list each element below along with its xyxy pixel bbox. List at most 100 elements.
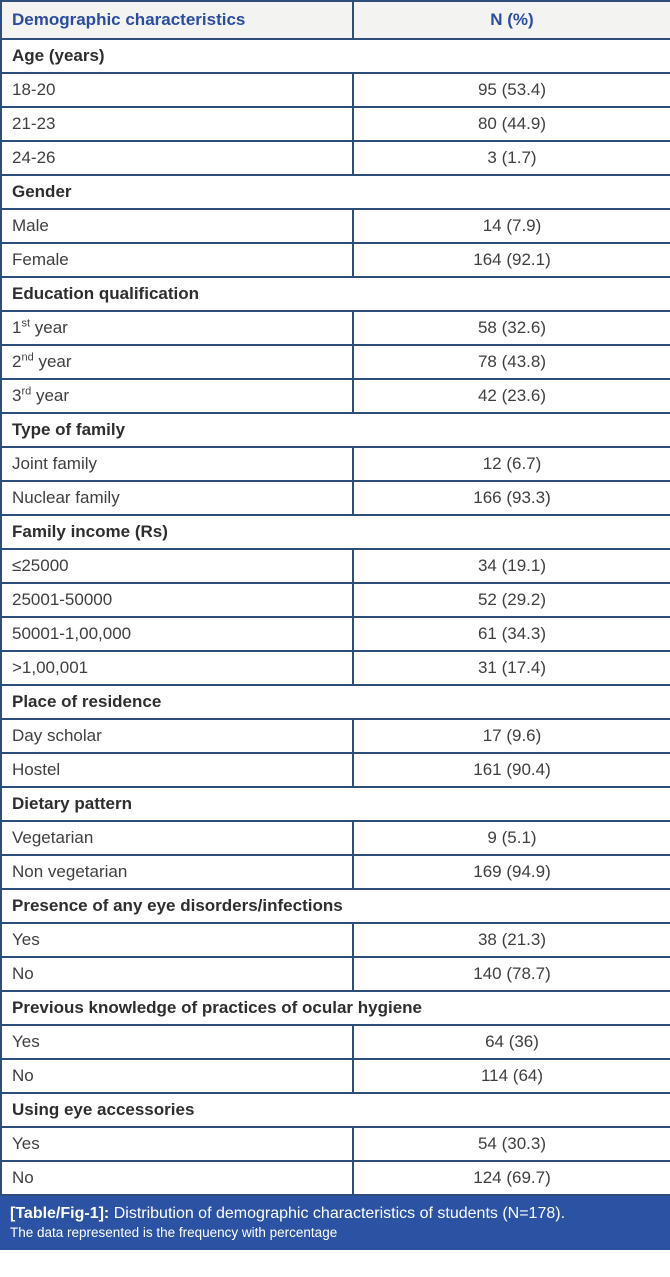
section-header-dietary-pattern: Dietary pattern bbox=[0, 786, 670, 822]
row-label-rest: year bbox=[30, 318, 68, 337]
table-row: 18-20 95 (53.4) bbox=[0, 72, 670, 108]
table-row: >1,00,001 31 (17.4) bbox=[0, 650, 670, 686]
row-label: ≤25000 bbox=[0, 548, 354, 584]
ordinal-suffix: st bbox=[21, 317, 31, 330]
section-header-eye-accessories: Using eye accessories bbox=[0, 1092, 670, 1128]
section-title: Education qualification bbox=[0, 276, 670, 312]
section-header-education: Education qualification bbox=[0, 276, 670, 312]
row-label: No bbox=[0, 956, 354, 992]
row-value: 14 (7.9) bbox=[352, 208, 670, 244]
row-label: 2nd year bbox=[0, 344, 354, 380]
row-value: 54 (30.3) bbox=[352, 1126, 670, 1162]
row-label: 24-26 bbox=[0, 140, 354, 176]
row-label: 18-20 bbox=[0, 72, 354, 108]
row-value: 42 (23.6) bbox=[352, 378, 670, 414]
table-row: No 124 (69.7) bbox=[0, 1160, 670, 1196]
section-header-family-income: Family income (Rs) bbox=[0, 514, 670, 550]
row-value: 17 (9.6) bbox=[352, 718, 670, 754]
section-header-eye-disorders: Presence of any eye disorders/infections bbox=[0, 888, 670, 924]
caption-title-line: [Table/Fig-1]: Distribution of demograph… bbox=[10, 1203, 660, 1224]
caption-tag: [Table/Fig-1]: bbox=[10, 1205, 110, 1222]
table-row: Nuclear family 166 (93.3) bbox=[0, 480, 670, 516]
row-label: Joint family bbox=[0, 446, 354, 482]
section-title: Using eye accessories bbox=[0, 1092, 670, 1128]
caption-text: Distribution of demographic characterist… bbox=[113, 1205, 566, 1222]
row-label: Male bbox=[0, 208, 354, 244]
table-row: No 114 (64) bbox=[0, 1058, 670, 1094]
row-value: 31 (17.4) bbox=[352, 650, 670, 686]
row-label: >1,00,001 bbox=[0, 650, 354, 686]
row-value: 161 (90.4) bbox=[352, 752, 670, 788]
section-header-age: Age (years) bbox=[0, 38, 670, 74]
row-value: 52 (29.2) bbox=[352, 582, 670, 618]
column-header-n-percent: N (%) bbox=[352, 0, 670, 40]
table-row: 3rd year 42 (23.6) bbox=[0, 378, 670, 414]
row-label: 1st year bbox=[0, 310, 354, 346]
ordinal-number: 1 bbox=[12, 318, 22, 337]
section-header-previous-knowledge: Previous knowledge of practices of ocula… bbox=[0, 990, 670, 1026]
section-title: Gender bbox=[0, 174, 670, 210]
row-value: 140 (78.7) bbox=[352, 956, 670, 992]
row-label: 3rd year bbox=[0, 378, 354, 414]
table-row: 25001-50000 52 (29.2) bbox=[0, 582, 670, 618]
section-header-gender: Gender bbox=[0, 174, 670, 210]
row-value: 169 (94.9) bbox=[352, 854, 670, 890]
table-row: 24-26 3 (1.7) bbox=[0, 140, 670, 176]
row-label: 50001-1,00,000 bbox=[0, 616, 354, 652]
table-row: 21-23 80 (44.9) bbox=[0, 106, 670, 142]
row-value: 12 (6.7) bbox=[352, 446, 670, 482]
section-title: Age (years) bbox=[0, 38, 670, 74]
row-value: 78 (43.8) bbox=[352, 344, 670, 380]
table-row: Yes 38 (21.3) bbox=[0, 922, 670, 958]
table-row: 1st year 58 (32.6) bbox=[0, 310, 670, 346]
section-title: Presence of any eye disorders/infections bbox=[0, 888, 670, 924]
row-label: Non vegetarian bbox=[0, 854, 354, 890]
section-title: Type of family bbox=[0, 412, 670, 448]
table-row: No 140 (78.7) bbox=[0, 956, 670, 992]
table-row: Yes 54 (30.3) bbox=[0, 1126, 670, 1162]
row-label: Yes bbox=[0, 1024, 354, 1060]
table-caption: [Table/Fig-1]: Distribution of demograph… bbox=[0, 1196, 670, 1250]
row-value: 124 (69.7) bbox=[352, 1160, 670, 1196]
row-label: Hostel bbox=[0, 752, 354, 788]
section-header-family-type: Type of family bbox=[0, 412, 670, 448]
section-title: Previous knowledge of practices of ocula… bbox=[0, 990, 670, 1026]
section-title: Dietary pattern bbox=[0, 786, 670, 822]
table-header-row: Demographic characteristics N (%) bbox=[0, 0, 670, 40]
row-value: 58 (32.6) bbox=[352, 310, 670, 346]
ordinal-suffix: nd bbox=[21, 351, 34, 364]
table-row: Day scholar 17 (9.6) bbox=[0, 718, 670, 754]
column-header-demographic-characteristics: Demographic characteristics bbox=[0, 0, 354, 40]
table-row: Male 14 (7.9) bbox=[0, 208, 670, 244]
row-value: 9 (5.1) bbox=[352, 820, 670, 856]
section-title: Place of residence bbox=[0, 684, 670, 720]
table-row: Female 164 (92.1) bbox=[0, 242, 670, 278]
row-label: Yes bbox=[0, 922, 354, 958]
table-fig-1-page: Demographic characteristics N (%) Age (y… bbox=[0, 0, 670, 1250]
table-row: Vegetarian 9 (5.1) bbox=[0, 820, 670, 856]
table-row: 2nd year 78 (43.8) bbox=[0, 344, 670, 380]
ordinal-number: 2 bbox=[12, 352, 22, 371]
row-label: Female bbox=[0, 242, 354, 278]
row-label: Nuclear family bbox=[0, 480, 354, 516]
section-title: Family income (Rs) bbox=[0, 514, 670, 550]
row-value: 3 (1.7) bbox=[352, 140, 670, 176]
row-label: No bbox=[0, 1058, 354, 1094]
ordinal-suffix: rd bbox=[21, 385, 32, 398]
row-value: 64 (36) bbox=[352, 1024, 670, 1060]
table-row: Yes 64 (36) bbox=[0, 1024, 670, 1060]
row-value: 38 (21.3) bbox=[352, 922, 670, 958]
row-value: 61 (34.3) bbox=[352, 616, 670, 652]
section-header-residence: Place of residence bbox=[0, 684, 670, 720]
row-value: 95 (53.4) bbox=[352, 72, 670, 108]
row-label: 21-23 bbox=[0, 106, 354, 142]
ordinal-number: 3 bbox=[12, 386, 22, 405]
table-row: ≤25000 34 (19.1) bbox=[0, 548, 670, 584]
row-value: 164 (92.1) bbox=[352, 242, 670, 278]
caption-note: The data represented is the frequency wi… bbox=[10, 1225, 338, 1240]
table-row: Non vegetarian 169 (94.9) bbox=[0, 854, 670, 890]
row-label: No bbox=[0, 1160, 354, 1196]
row-value: 34 (19.1) bbox=[352, 548, 670, 584]
row-label: Yes bbox=[0, 1126, 354, 1162]
row-value: 114 (64) bbox=[352, 1058, 670, 1094]
